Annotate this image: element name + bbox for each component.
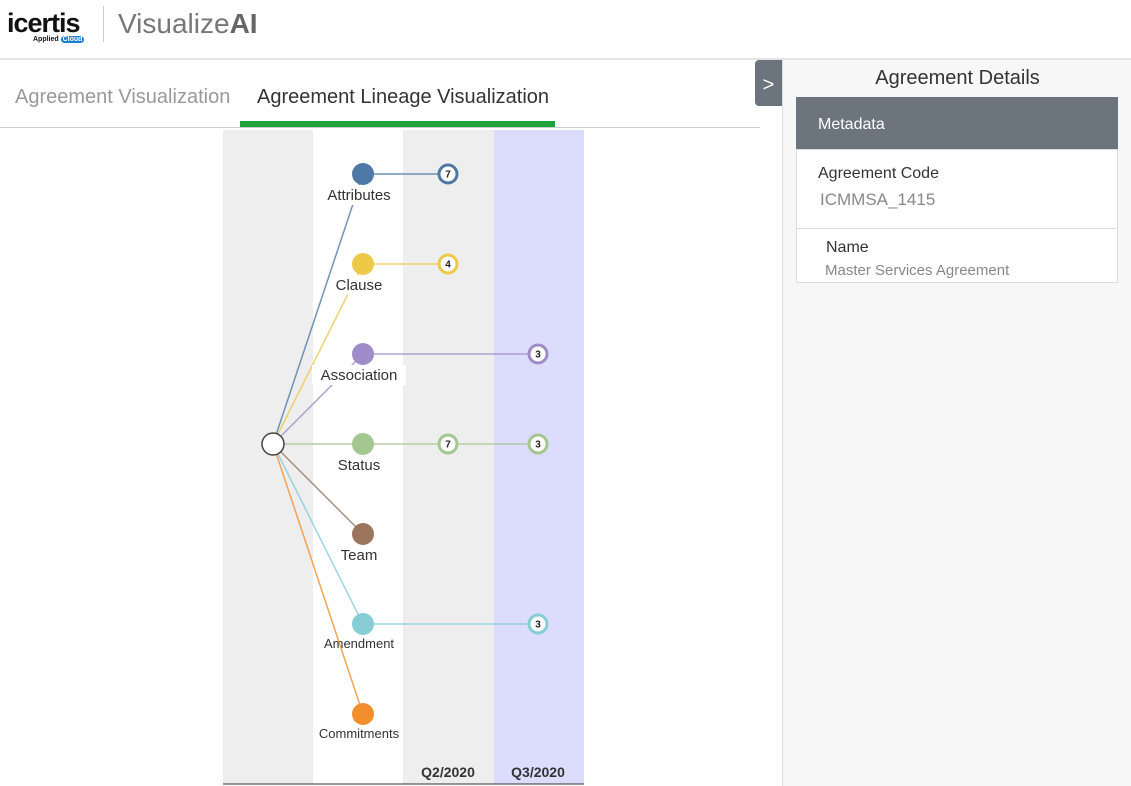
node-label-commitments: Commitments bbox=[319, 726, 400, 741]
field-divider bbox=[797, 228, 1117, 229]
count-label-attributes: 7 bbox=[445, 170, 451, 181]
label-bg-team bbox=[339, 545, 379, 565]
node-label-clause: Clause bbox=[336, 277, 383, 294]
column-label-Q2-2020: Q2/2020 bbox=[421, 764, 475, 780]
count-label-status: 7 bbox=[445, 440, 451, 451]
lineage-chart: Q2/2020 Q3/2020 Attributes 7 Clause 4 Associat… bbox=[223, 130, 584, 785]
tab-bar: Agreement Visualization Agreement Lineag… bbox=[0, 60, 760, 128]
agreement-code-value: ICMMSA_1415 bbox=[820, 190, 936, 209]
tab-agreement-lineage-visualization[interactable]: Agreement Lineage Visualization bbox=[257, 86, 550, 108]
active-tab-indicator bbox=[240, 121, 555, 127]
icertis-logo: icertis bbox=[7, 8, 81, 38]
node-label-attributes: Attributes bbox=[327, 187, 390, 204]
label-bg-status bbox=[331, 455, 387, 475]
label-bg-clause bbox=[331, 275, 387, 295]
label-bg-association bbox=[312, 365, 406, 385]
count-node-attributes-Q2-2020[interactable] bbox=[437, 163, 459, 185]
agreement-details-panel: Agreement Details Metadata Agreement Cod… bbox=[782, 60, 1131, 786]
count-node-association-Q3-2020[interactable] bbox=[527, 343, 549, 365]
node-label-amendment: Amendment bbox=[324, 636, 394, 651]
node-label-status: Status bbox=[338, 457, 381, 474]
metadata-header[interactable]: Metadata bbox=[796, 97, 1118, 149]
node-team[interactable] bbox=[352, 523, 374, 545]
column-label-Q3-2020: Q3/2020 bbox=[511, 764, 565, 780]
node-label-team: Team bbox=[341, 547, 378, 564]
node-amendment[interactable] bbox=[352, 613, 374, 635]
node-attributes[interactable] bbox=[352, 163, 374, 185]
count-label-status: 3 bbox=[535, 440, 541, 451]
count-node-amendment-Q3-2020[interactable] bbox=[527, 613, 549, 635]
header-divider bbox=[103, 6, 104, 42]
collapse-panel-button[interactable]: > bbox=[755, 60, 782, 106]
count-label-amendment: 3 bbox=[535, 620, 541, 631]
root-column-bg bbox=[223, 130, 313, 784]
count-label-association: 3 bbox=[535, 350, 541, 361]
app-header: icertis Applied Cloud VisualizeAI bbox=[0, 0, 1131, 60]
node-clause[interactable] bbox=[352, 253, 374, 275]
link-root-attributes bbox=[272, 173, 364, 445]
count-node-clause-Q2-2020[interactable] bbox=[437, 253, 459, 275]
count-node-status-Q3-2020[interactable] bbox=[527, 433, 549, 455]
link-root-amendment bbox=[272, 443, 364, 625]
q2-column-bg bbox=[403, 130, 494, 784]
agreement-code-label: Agreement Code bbox=[818, 165, 939, 182]
count-label-clause: 4 bbox=[445, 260, 451, 271]
node-association[interactable] bbox=[352, 343, 374, 365]
count-node-status-Q2-2020[interactable] bbox=[437, 433, 459, 455]
label-bg-attributes bbox=[316, 185, 402, 205]
node-label-association: Association bbox=[321, 367, 398, 384]
q3-column-bg bbox=[494, 130, 584, 784]
node-commitments[interactable] bbox=[352, 703, 374, 725]
name-value: Master Services Agreement bbox=[825, 262, 1010, 279]
link-root-commitments bbox=[272, 443, 364, 715]
tab-agreement-visualization[interactable]: Agreement Visualization bbox=[15, 86, 231, 108]
name-label: Name bbox=[826, 239, 869, 256]
link-root-team bbox=[272, 443, 364, 535]
label-bg-commitments bbox=[317, 723, 401, 743]
logo-subtitle: Applied Cloud bbox=[33, 36, 85, 43]
panel-title: Agreement Details bbox=[875, 67, 1040, 89]
metadata-body: Agreement Code ICMMSA_1415 Name Master S… bbox=[796, 149, 1118, 283]
app-title: VisualizeAI bbox=[118, 8, 258, 39]
root-agreement-node[interactable] bbox=[261, 432, 285, 456]
node-status[interactable] bbox=[352, 433, 374, 455]
